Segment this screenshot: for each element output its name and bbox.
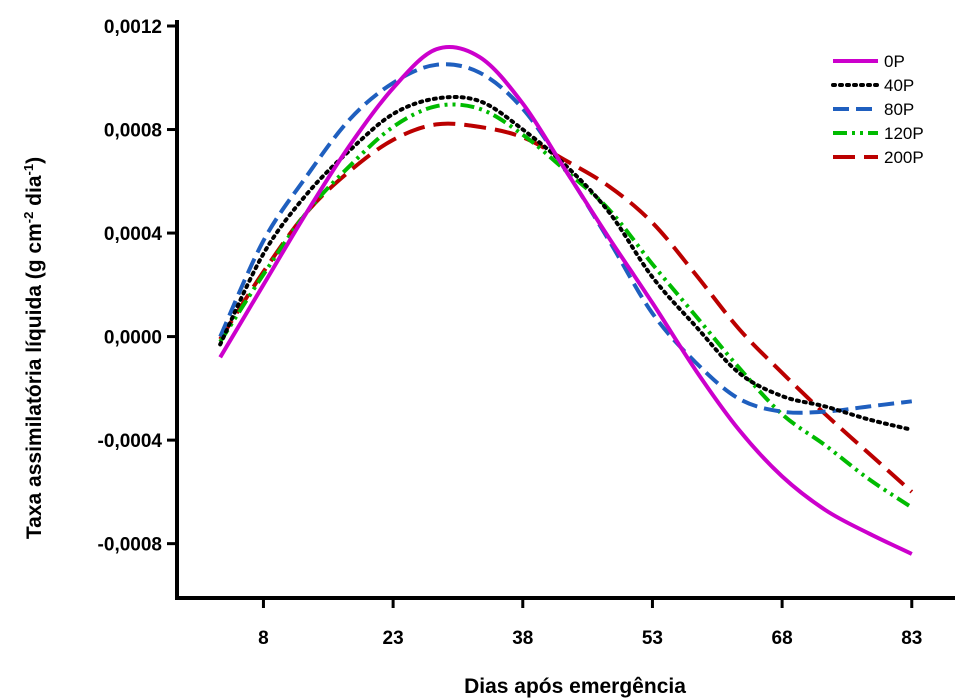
- legend-label-120p: 120P: [884, 124, 924, 143]
- x-tick-label: 8: [258, 628, 269, 649]
- x-axis-title: Dias após emergência: [464, 675, 686, 698]
- y-tick-label: 0,0008: [104, 121, 162, 142]
- y-tick-label: 0,0004: [104, 224, 163, 245]
- x-tick-label: 68: [772, 628, 793, 649]
- y-tick-label: -0,0008: [98, 535, 162, 556]
- y-axis-title-mid: dia: [23, 175, 46, 211]
- series-line-200p: [218, 121, 914, 494]
- y-tick-label: 0,0012: [104, 17, 162, 38]
- legend-label-40p: 40P: [884, 76, 914, 95]
- x-tick-label: 23: [383, 628, 404, 649]
- y-axis-title-sup2: -1: [21, 164, 36, 176]
- series-line-40p: [218, 94, 914, 432]
- x-tick-label: 38: [512, 628, 533, 649]
- y-axis-title-end: ): [23, 157, 46, 164]
- legend-label-0p: 0P: [884, 52, 905, 71]
- series-line-0p: [218, 45, 913, 556]
- x-tick-label: 83: [901, 628, 922, 649]
- axes: -0,0008 -0,0004 0,0000 0,0004 0,0008 0,0012 8 2…: [98, 17, 955, 649]
- x-tick-label: 53: [642, 628, 663, 649]
- legend: 0P 40P 80P 120P 200P: [831, 52, 924, 167]
- y-axis-title-base: Taxa assimilatória líquida (g cm: [23, 223, 46, 539]
- y-tick-label: -0,0004: [98, 431, 163, 452]
- series-lines: [218, 45, 914, 556]
- legend-label-80p: 80P: [884, 100, 914, 119]
- y-axis-title: Taxa assimilatória líquida (g cm-2 dia-1…: [21, 157, 46, 539]
- series-line-80p: [218, 62, 913, 415]
- y-axis-title-sup1: -2: [21, 212, 36, 224]
- y-tick-label: 0,0000: [104, 328, 162, 349]
- legend-label-200p: 200P: [884, 148, 924, 167]
